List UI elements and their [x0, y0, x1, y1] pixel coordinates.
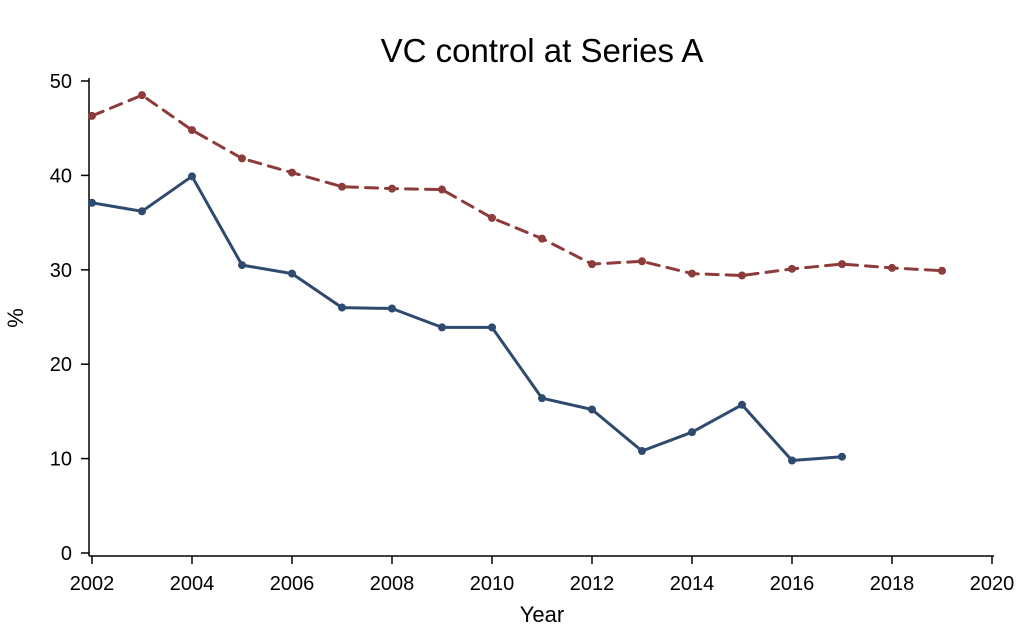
series-1-point — [788, 456, 796, 465]
x-tick-label: 2010 — [470, 573, 515, 595]
series-2-point — [788, 264, 796, 273]
series-1-point — [338, 303, 346, 312]
series-2-point — [538, 234, 546, 243]
series-1-point — [188, 172, 196, 181]
series-layer — [88, 91, 946, 465]
y-axis-ticks: 0 10 20 30 40 50 — [50, 71, 89, 565]
series-2-point — [238, 154, 246, 163]
series-2-line — [90, 93, 944, 277]
series-2-point — [838, 260, 846, 269]
series-1-point — [738, 400, 746, 409]
series-2-point — [688, 269, 696, 278]
y-tick-label: 0 — [61, 543, 72, 565]
series-2-point — [338, 182, 346, 191]
series-1 — [88, 172, 846, 465]
series-2-point — [888, 263, 896, 272]
series-1-point — [138, 207, 146, 216]
series-2-point — [588, 260, 596, 269]
series-1-point — [638, 447, 646, 456]
series-2-point — [88, 111, 96, 120]
y-tick-label: 50 — [50, 71, 72, 93]
x-tick-label: 2004 — [170, 573, 215, 595]
x-tick-label: 2020 — [970, 573, 1015, 595]
y-axis-label: % — [3, 308, 28, 328]
y-tick-label: 30 — [50, 260, 72, 282]
series-2-point — [488, 213, 496, 222]
series-1-point — [388, 304, 396, 313]
series-2 — [88, 91, 946, 280]
x-tick-label: 2002 — [70, 573, 115, 595]
x-axis-ticks: 2002 2004 2006 2008 2010 2012 2014 2016 2018 2020 — [70, 556, 1015, 595]
y-tick-label: 10 — [50, 449, 72, 471]
series-1-point — [288, 269, 296, 278]
x-tick-label: 2016 — [770, 573, 815, 595]
x-axis-label: Year — [520, 602, 564, 627]
chart-title: VC control at Series A — [381, 32, 704, 69]
x-tick-label: 2012 — [570, 573, 615, 595]
x-tick-label: 2018 — [870, 573, 915, 595]
y-tick-label: 40 — [50, 165, 72, 187]
y-tick-label: 20 — [50, 354, 72, 376]
x-tick-label: 2014 — [670, 573, 715, 595]
series-1-point — [838, 452, 846, 461]
series-1-point — [88, 198, 96, 207]
series-2-point — [938, 266, 946, 275]
series-2-point — [288, 168, 296, 177]
series-2-point — [188, 126, 196, 135]
x-tick-label: 2008 — [370, 573, 415, 595]
series-2-point — [438, 185, 446, 194]
series-1-line — [90, 174, 844, 462]
series-2-point — [388, 184, 396, 193]
x-tick-label: 2006 — [270, 573, 315, 595]
series-1-point — [688, 428, 696, 437]
series-1-point — [238, 261, 246, 270]
series-1-point — [488, 323, 496, 332]
series-2-point — [138, 91, 146, 100]
series-1-point — [438, 323, 446, 332]
series-2-point — [738, 271, 746, 280]
series-1-point — [538, 394, 546, 403]
series-2-point — [638, 257, 646, 266]
series-1-point — [588, 405, 596, 414]
